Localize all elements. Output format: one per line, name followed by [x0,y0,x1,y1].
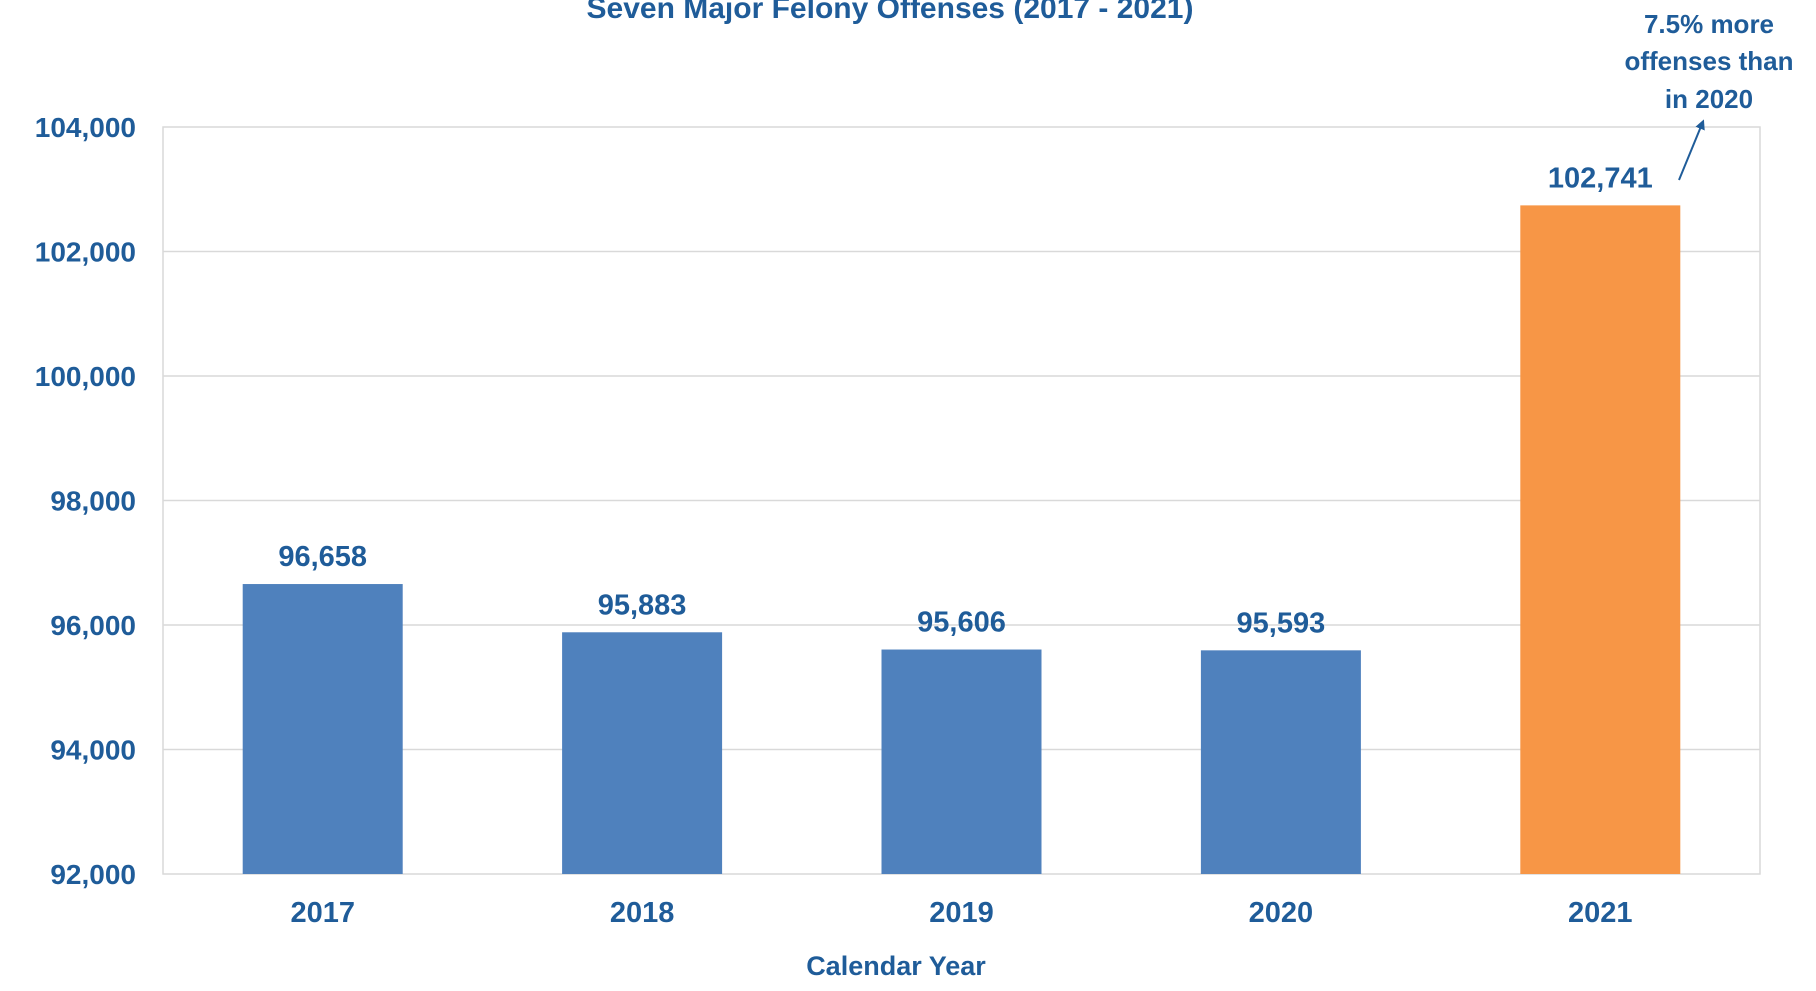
x-tick-label-2017: 2017 [290,897,355,929]
x-axis-label: Calendar Year [806,951,986,981]
x-tick-label-2021: 2021 [1568,897,1633,929]
x-tick-label-2020: 2020 [1249,897,1314,929]
bar-2021 [1520,205,1681,875]
chart-title: Seven Major Felony Offenses (2017 - 2021… [587,0,1194,25]
annotation: 7.5% more offenses than in 2020 [1624,9,1794,181]
value-label-2017: 96,658 [278,541,367,573]
annotation-line-1: 7.5% more [1644,9,1774,39]
value-label-2018: 95,883 [598,589,687,621]
annotation-line-3: in 2020 [1665,84,1753,114]
bar-2017 [242,584,403,874]
y-tick-label: 102,000 [35,236,136,267]
bar-2020 [1200,650,1361,874]
annotation-line-2: offenses than [1624,46,1793,76]
value-label-2021: 102,741 [1548,162,1653,194]
bar-value-labels: 96,658 95,883 95,606 95,593 102,741 [278,162,1652,639]
gridlines [163,250,1760,751]
x-axis-tick-labels: 2017 2018 2019 2020 2021 [290,897,1632,929]
y-tick-label: 100,000 [35,361,136,392]
x-tick-label-2018: 2018 [610,897,675,929]
bar-2019 [881,649,1042,874]
y-tick-label: 96,000 [50,610,136,641]
y-tick-label: 98,000 [50,485,136,516]
x-tick-label-2019: 2019 [929,897,994,929]
y-tick-label: 104,000 [35,112,136,143]
y-tick-label: 94,000 [50,734,136,765]
y-axis-tick-labels: 92,000 94,000 96,000 98,000 100,000 102,000 10… [35,112,136,890]
y-tick-label: 92,000 [50,859,136,890]
value-label-2019: 95,606 [917,607,1006,639]
bars [242,205,1681,875]
bar-2018 [562,632,723,874]
annotation-arrow [1678,119,1705,181]
value-label-2020: 95,593 [1237,607,1326,639]
